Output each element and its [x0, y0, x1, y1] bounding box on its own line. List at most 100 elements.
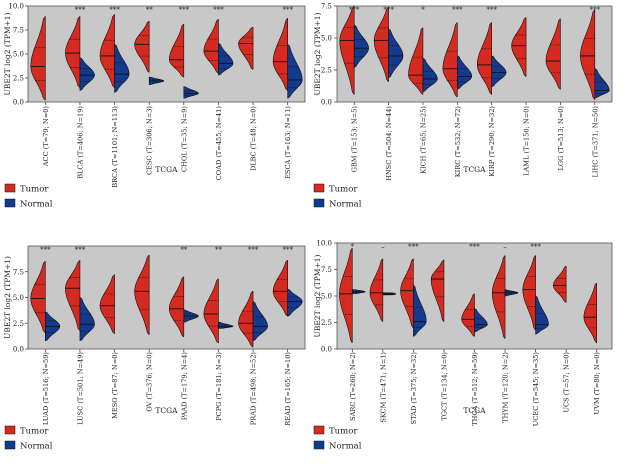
tumor-violin [134, 254, 150, 335]
significance-label: *** [383, 6, 394, 14]
x-tick-label: KIRC (T=532; N=72) [454, 106, 462, 178]
y-tick-label: 10.0 [8, 3, 24, 11]
normal-violin [287, 288, 303, 317]
y-tick-label: 7.5 [321, 3, 332, 11]
legend: Tumor Normal [4, 183, 53, 210]
x-tick-label: LUSC (T=501; N=49) [76, 352, 84, 425]
y-axis-label: UBE2T log2 (TPM+1) [3, 12, 12, 95]
tumor-violin [238, 26, 254, 70]
tumor-violin [408, 27, 424, 95]
tumor-violin [203, 278, 219, 344]
tumor-violin [400, 258, 414, 329]
significance-label: *** [530, 243, 541, 251]
legend-label-normal: Normal [329, 200, 362, 210]
significance-label: *** [282, 246, 293, 254]
y-tick-label: 7.5 [13, 268, 24, 276]
normal-violin [457, 55, 473, 90]
legend: Tumor Normal [4, 425, 53, 452]
normal-violin [413, 285, 427, 337]
y-tick-label: 0.0 [321, 99, 332, 107]
tumor-violin [339, 5, 355, 95]
significance-label: – [503, 243, 507, 251]
x-tick-label: DLBC (T=48; N=0) [250, 106, 258, 171]
x-tick-label: BLCA (T=406; N=19) [76, 106, 84, 179]
y-tick-label: 2.5 [13, 320, 24, 328]
normal-violin [79, 57, 95, 91]
x-tick-label: UVM (T=80; N=0) [593, 352, 601, 415]
y-tick-label: 5.0 [321, 35, 332, 43]
legend-swatch-tumor [313, 425, 325, 435]
legend-label-tumor: Tumor [329, 185, 358, 195]
x-tick-label: LUAD (T=516; N=59) [42, 352, 50, 426]
x-tick-label: CHOL (T=35; N=9) [180, 106, 188, 172]
tumor-violin [461, 293, 475, 337]
y-tick-label: 2.5 [321, 67, 332, 75]
tumor-violin [442, 22, 458, 98]
x-tick-label: KICH (T=65; N=25) [419, 106, 427, 174]
normal-violin [287, 44, 303, 99]
legend-swatch-tumor [4, 183, 16, 193]
x-tick-label: PCPG (T=181; N=3) [215, 352, 223, 421]
y-tick-label: 2.5 [13, 75, 24, 83]
legend-label-tumor: Tumor [20, 427, 49, 437]
tumor-violin [545, 18, 561, 90]
tumor-violin [580, 9, 596, 100]
y-tick-label: 5.0 [321, 293, 332, 301]
legend-swatch-tumor [313, 183, 325, 193]
x-tick-label: COAD (T=455; N=41) [215, 106, 223, 181]
significance-label: *** [349, 6, 360, 14]
x-tick-label: HNSC (T=504; N=44) [385, 106, 393, 181]
normal-violin [252, 301, 268, 342]
y-tick-label: 0.0 [321, 346, 332, 354]
significance-label: *** [248, 246, 259, 254]
significance-label: *** [590, 6, 601, 14]
tumor-violin [476, 22, 492, 95]
x-tick-label: PRAD (T=498; N=52) [250, 352, 258, 426]
x-tick-label: TGCT (T=134; N=0) [440, 352, 448, 421]
y-tick-label: 7.5 [13, 27, 24, 35]
tumor-violin [168, 276, 185, 337]
tumor-violin [168, 23, 185, 78]
significance-label: *** [109, 6, 120, 14]
significance-label: *** [408, 243, 419, 251]
x-tick-label: ACC (T=79; N=0) [42, 106, 50, 168]
panel-4: 0.0 2.5 5.0 7.5 10.0 UBE2T log2 (TPM+1) * SARC … [313, 240, 613, 452]
significance-label: ** [215, 246, 223, 254]
significance-label: *** [469, 243, 480, 251]
x-tick-label: GBM (T=153; N=5) [351, 106, 359, 173]
x-tick-label: THYM (T=120; N=2) [502, 352, 510, 423]
normal-violin [474, 308, 488, 333]
y-tick-label: 5.0 [13, 294, 24, 302]
legend-swatch-normal [313, 198, 325, 208]
x-tick-label: KIRP (T=290; N=32) [488, 106, 496, 177]
x-tick-label: SARC (T=260; N=2) [349, 352, 357, 421]
significance-label: *** [40, 246, 51, 254]
x-axis-label: TCGA [463, 165, 486, 174]
y-tick-label: 0.0 [13, 99, 24, 107]
normal-violin [353, 24, 369, 68]
tumor-violin [65, 16, 81, 88]
tumor-violin [369, 258, 384, 322]
x-axis-label: TCGA [155, 406, 178, 415]
y-axis-label: UBE2T log2 (TPM+1) [313, 12, 322, 95]
legend-swatch-normal [4, 440, 16, 450]
tumor-violin [553, 266, 567, 303]
normal-violin [79, 297, 95, 342]
legend-label-tumor: Tumor [329, 427, 358, 437]
significance-label: – [381, 243, 385, 251]
x-tick-label: READ (T=165; N=10) [284, 352, 292, 426]
legend-swatch-tumor [4, 425, 16, 435]
y-axis-label: UBE2T log2 (TPM+1) [313, 254, 322, 337]
tumor-violin [522, 255, 536, 331]
tumor-violin [30, 261, 46, 333]
significance-label: ** [146, 6, 154, 14]
x-tick-label: BRCA (T=1101; N=113) [111, 106, 119, 188]
x-tick-label: SKCM (T=471; N=1) [379, 352, 387, 423]
legend: Tumor Normal [313, 425, 362, 452]
tumor-violin [272, 260, 288, 317]
normal-violin [491, 55, 507, 87]
y-axis-label: UBE2T log2 (TPM+1) [3, 256, 12, 339]
